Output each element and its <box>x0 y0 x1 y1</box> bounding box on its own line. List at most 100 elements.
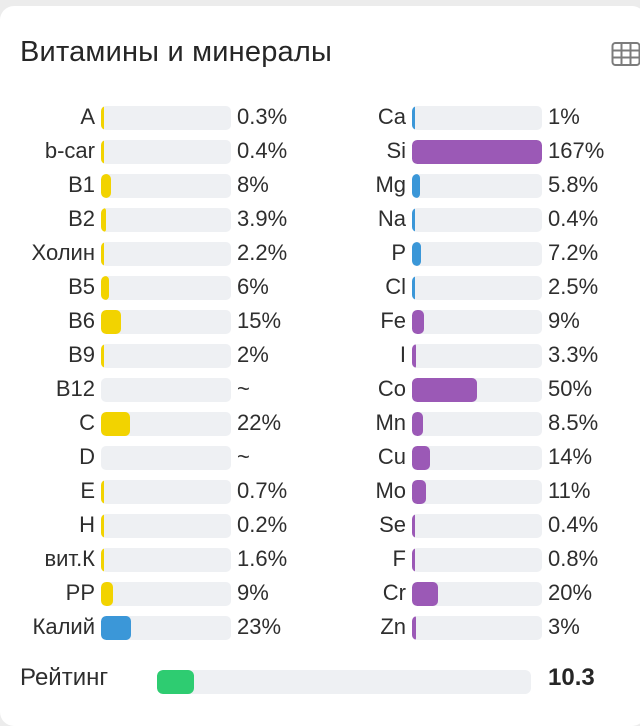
table-grid-icon[interactable] <box>611 40 640 68</box>
minerals-value: 50% <box>548 376 593 401</box>
minerals-name: Si <box>386 138 406 163</box>
vitamins-name: B12 <box>55 376 95 401</box>
vitamins-value: 23% <box>237 614 282 639</box>
vitamins-bar-fill <box>101 106 104 130</box>
minerals-bar <box>412 140 542 164</box>
vitamins-row: PP 9% <box>0 576 640 610</box>
vitamins-row: H 0.2% <box>0 508 640 542</box>
minerals-row: Fe 9% <box>0 304 640 338</box>
vitamins-row: B9 2% <box>0 338 640 372</box>
minerals-row: Cr 20% <box>0 576 640 610</box>
minerals-value: 9% <box>548 308 580 333</box>
minerals-bar-fill <box>412 548 415 572</box>
minerals-value: 0.8% <box>548 546 599 571</box>
minerals-bar-fill <box>412 412 424 436</box>
minerals-name: Cu <box>377 444 406 469</box>
vitamins-value: ~ <box>237 376 250 401</box>
minerals-name: Zn <box>380 614 406 639</box>
minerals-value: 0.4% <box>548 206 599 231</box>
vitamins-value: 1.6% <box>237 546 288 571</box>
vitamins-row: D ~ <box>0 440 640 474</box>
minerals-row: Mo 11% <box>0 474 640 508</box>
minerals-name: Cl <box>385 274 406 299</box>
vitamins-bar-fill <box>101 174 112 198</box>
vitamins-name: E <box>80 478 95 503</box>
minerals-name: Cr <box>382 580 406 605</box>
minerals-row: Na 0.4% <box>0 202 640 236</box>
minerals-row: Zn 3% <box>0 610 640 644</box>
minerals-value: 7.2% <box>548 240 599 265</box>
minerals-bar-fill <box>412 242 422 266</box>
minerals-bar <box>412 616 542 640</box>
minerals-bar <box>412 412 542 436</box>
vitamins-value: 0.7% <box>237 478 288 503</box>
card-title: Витамины и минералы <box>20 36 333 68</box>
minerals-bar <box>412 208 542 232</box>
minerals-name: Ca <box>377 104 406 129</box>
minerals-row: Mg 5.8% <box>0 168 640 202</box>
minerals-bar <box>412 344 542 368</box>
minerals-bar <box>412 174 542 198</box>
rating-label: Рейтинг <box>20 664 109 691</box>
vitamins-bar-fill <box>101 140 104 164</box>
minerals-bar-fill <box>412 276 416 300</box>
minerals-row: I 3.3% <box>0 338 640 372</box>
minerals-value: 14% <box>548 444 593 469</box>
vitamins-name: A <box>80 104 95 129</box>
vitamins-name: b-car <box>44 138 95 163</box>
vitamins-bar <box>101 378 231 402</box>
minerals-bar <box>412 548 542 572</box>
vitamins-name: Холин <box>31 240 95 265</box>
vitamins-bar <box>101 310 231 334</box>
minerals-bar-fill <box>412 582 438 606</box>
minerals-name: Fe <box>380 308 406 333</box>
vitamins-name: Калий <box>32 614 95 639</box>
vitamins-value: 15% <box>237 308 282 333</box>
vitamins-name: B2 <box>68 206 95 231</box>
vitamins-row: Холин 2.2% <box>0 236 640 270</box>
minerals-value: 5.8% <box>548 172 599 197</box>
vitamins-bar-fill <box>101 616 131 640</box>
vitamins-bar-fill <box>101 514 104 538</box>
vitamins-name: C <box>79 410 95 435</box>
vitamins-row: B5 6% <box>0 270 640 304</box>
minerals-bar-fill <box>412 514 415 538</box>
minerals-bar <box>412 480 542 504</box>
vitamins-value: 3.9% <box>237 206 288 231</box>
vitamins-value: 0.2% <box>237 512 288 537</box>
vitamins-name: вит.К <box>44 546 95 571</box>
vitamins-bar-fill <box>101 548 104 572</box>
minerals-bar <box>412 242 542 266</box>
vitamins-value: 22% <box>237 410 282 435</box>
vitamins-bar-fill <box>101 310 121 334</box>
vitamins-name: H <box>79 512 95 537</box>
minerals-bar <box>412 378 542 402</box>
minerals-value: 1% <box>548 104 580 129</box>
minerals-row: Ca 1% <box>0 100 640 134</box>
minerals-name: P <box>391 240 406 265</box>
minerals-bar <box>412 106 542 130</box>
vitamins-bar <box>101 208 231 232</box>
vitamins-row: вит.К 1.6% <box>0 542 640 576</box>
minerals-bar-fill <box>412 140 542 164</box>
rating-value: 10.3 <box>548 664 595 691</box>
minerals-row: Mn 8.5% <box>0 406 640 440</box>
minerals-bar <box>412 582 542 606</box>
minerals-value: 3.3% <box>548 342 599 367</box>
vitamins-bar-fill <box>101 242 104 266</box>
minerals-bar <box>412 446 542 470</box>
vitamins-bar <box>101 140 231 164</box>
vitamins-bar-fill <box>101 480 104 504</box>
vitamins-bar <box>101 106 231 130</box>
vitamins-bar <box>101 582 231 606</box>
vitamins-name: B5 <box>68 274 95 299</box>
minerals-bar-fill <box>412 616 416 640</box>
vitamins-row: A 0.3% <box>0 100 640 134</box>
vitamins-value: 9% <box>237 580 269 605</box>
minerals-value: 0.4% <box>548 512 599 537</box>
vitamins-name: B9 <box>68 342 95 367</box>
minerals-bar-fill <box>412 208 415 232</box>
minerals-name: Mg <box>375 172 406 197</box>
minerals-name: F <box>392 546 406 571</box>
minerals-name: I <box>399 342 406 367</box>
